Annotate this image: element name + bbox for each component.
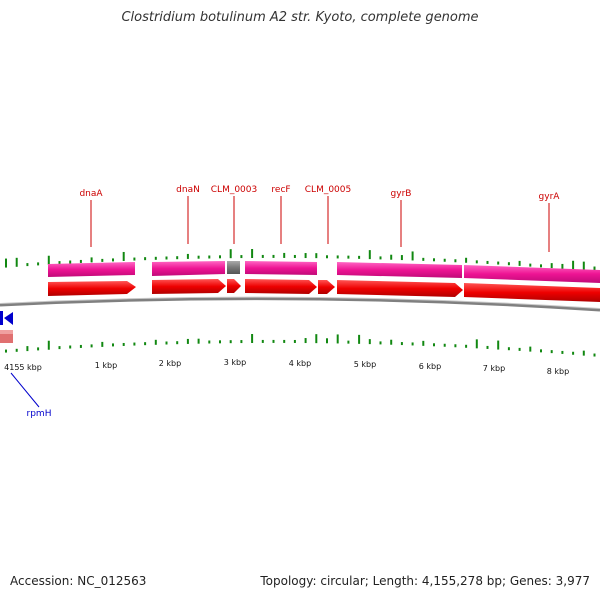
gene-rpmH-block[interactable] <box>0 311 3 325</box>
tick-label-5kbp: 5 kbp <box>354 360 376 369</box>
cds-rpmH-highlight <box>0 330 13 334</box>
gene-labels-forward: dnaA dnaN CLM_0003 recF CLM_0005 gyrB gy… <box>79 185 560 202</box>
position-tick-labels: 4155 kbp 1 kbp 2 kbp 3 kbp 4 kbp 5 kbp 6… <box>4 358 569 376</box>
gene-recF[interactable] <box>245 261 317 275</box>
gene-dnaA[interactable] <box>48 262 135 277</box>
label-gyrA: gyrA <box>539 192 561 202</box>
label-gyrB: gyrB <box>391 189 412 199</box>
genome-backbone <box>0 297 600 312</box>
tick-label-7kbp: 7 kbp <box>483 364 505 373</box>
genome-backbone-highlight <box>0 296 600 309</box>
tick-label-4kbp: 4 kbp <box>289 359 311 368</box>
cds-gyrA[interactable] <box>464 283 600 302</box>
label-rpmH: rpmH <box>27 409 52 419</box>
cds-recF[interactable] <box>245 279 317 294</box>
gene-dnaN[interactable] <box>152 261 225 276</box>
gc-ticks-top <box>5 248 596 272</box>
cds-track-forward <box>48 279 600 302</box>
label-CLM_0005: CLM_0005 <box>305 185 351 195</box>
gene-rpmH-arrow[interactable] <box>4 312 13 325</box>
cds-gyrB[interactable] <box>337 280 463 297</box>
gc-ticks-bottom <box>5 333 596 357</box>
tick-label-6kbp: 6 kbp <box>419 362 441 371</box>
gene-gyrA[interactable] <box>464 265 600 283</box>
genome-title: Clostridium botulinum A2 str. Kyoto, com… <box>121 10 479 25</box>
gene-gyrB[interactable] <box>337 262 462 278</box>
cds-dnaA[interactable] <box>48 281 136 296</box>
label-dnaN: dnaN <box>176 185 200 195</box>
cds-CLM_0005[interactable] <box>318 280 335 294</box>
reverse-strand-features <box>0 311 13 343</box>
label-leader-rpmH <box>10 372 40 408</box>
label-CLM_0003: CLM_0003 <box>211 185 257 195</box>
cds-CLM_0003[interactable] <box>227 279 241 293</box>
tick-label-4155kbp: 4155 kbp <box>4 363 42 372</box>
tick-label-8kbp: 8 kbp <box>547 367 569 376</box>
label-recF: recF <box>271 185 290 195</box>
genome-summary-text: Topology: circular; Length: 4,155,278 bp… <box>260 574 590 588</box>
tick-label-2kbp: 2 kbp <box>159 359 181 368</box>
label-leaders <box>90 196 550 252</box>
label-dnaA: dnaA <box>79 189 103 199</box>
cds-dnaN[interactable] <box>152 279 226 294</box>
tick-label-1kbp: 1 kbp <box>95 361 117 370</box>
tick-label-3kbp: 3 kbp <box>224 358 246 367</box>
accession-text: Accession: NC_012563 <box>10 574 147 588</box>
gene-CLM_0003[interactable] <box>227 261 240 274</box>
gene-track-forward <box>48 261 600 283</box>
